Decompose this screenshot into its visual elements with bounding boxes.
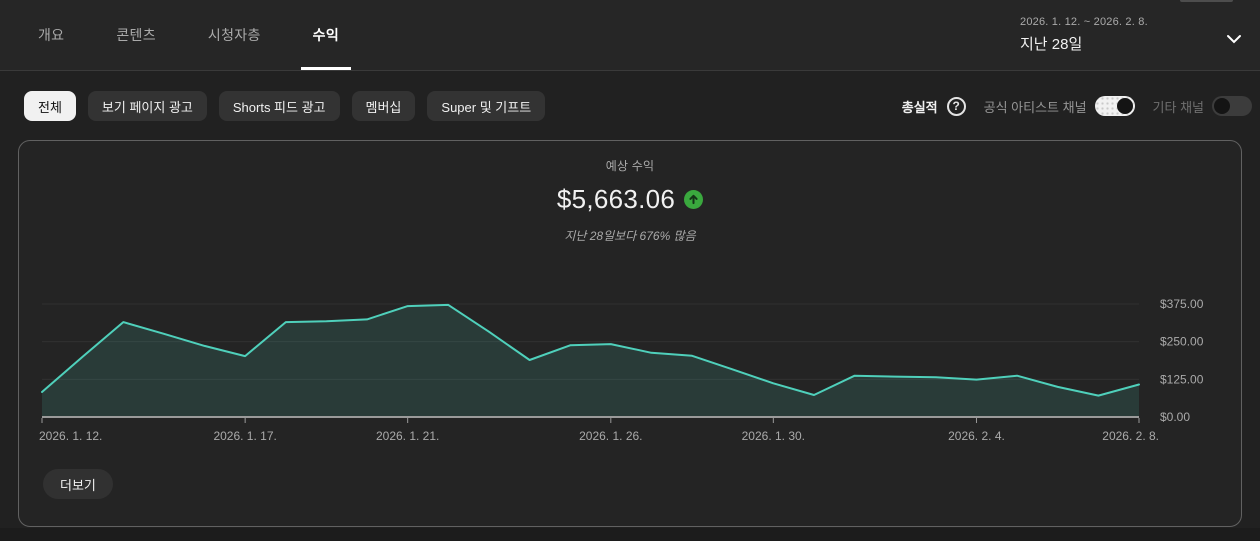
x-axis-label: 2026. 2. 4.	[948, 429, 1005, 443]
chip-memberships[interactable]: 멤버십	[351, 91, 416, 121]
bottom-strip	[0, 528, 1260, 541]
toggle-switch-official-artist-channel[interactable]	[1094, 96, 1135, 116]
metric-value: $5,663.06	[556, 184, 676, 214]
tab-overview[interactable]: 개요	[38, 26, 65, 43]
revenue-area-chart[interactable]: $375.00 $250.00 $125.00 $0.00 2026. 1. 12. 20…	[19, 251, 1241, 451]
clipped-button-edge	[1180, 0, 1233, 2]
toggle-switch-other-channels[interactable]	[1212, 96, 1252, 116]
chip-super-gifts[interactable]: Super 및 기프트	[427, 91, 546, 121]
see-more-button[interactable]: 더보기	[43, 469, 113, 499]
chart-area-fill	[42, 304, 1139, 417]
revenue-chart-card: 예상 수익 $5,663.06 지난 28일보다 676% 많음 $375.00…	[18, 140, 1242, 527]
toggle-label-official-artist-channel: 공식 아티스트 채널	[983, 99, 1087, 115]
toggle-knob	[1116, 98, 1133, 114]
x-axis-label: 2026. 1. 30.	[742, 429, 805, 443]
x-axis-label: 2026. 1. 17.	[213, 429, 276, 443]
toggle-label-other-channels: 기타 채널	[1152, 99, 1204, 115]
comparison-text: 지난 28일보다 676% 많음	[564, 229, 696, 243]
chip-all[interactable]: 전체	[24, 91, 76, 121]
top-navigation-bar: 개요 콘텐츠 시청자층 수익 2026. 1. 12. ~ 2026. 2. 8. 지…	[0, 0, 1260, 71]
chevron-down-icon[interactable]	[1224, 29, 1244, 49]
chip-watch-page-ads[interactable]: 보기 페이지 광고	[87, 91, 207, 121]
y-axis-label: $0.00	[1160, 410, 1190, 424]
tab-revenue[interactable]: 수익	[300, 0, 352, 70]
chip-shorts-feed-ads[interactable]: Shorts 피드 광고	[218, 91, 340, 121]
filter-bar: 전체 보기 페이지 광고 Shorts 피드 광고 멤버십 Super 및 기프트 총실…	[0, 72, 1260, 138]
metric-summary: 예상 수익 $5,663.06 지난 28일보다 676% 많음	[19, 157, 1241, 244]
x-axis-label: 2026. 1. 21.	[376, 429, 439, 443]
date-period-text: 지난 28일	[1020, 36, 1083, 53]
trend-up-icon	[684, 190, 704, 209]
x-axis-label: 2026. 1. 26.	[579, 429, 642, 443]
tab-content[interactable]: 콘텐츠	[116, 26, 156, 43]
analytics-tabs: 개요 콘텐츠 시청자층 수익	[26, 0, 379, 70]
revenue-source-chips: 전체 보기 페이지 광고 Shorts 피드 광고 멤버십 Super 및 기프트	[24, 91, 546, 121]
metric-title: 예상 수익	[605, 159, 655, 173]
tab-audience[interactable]: 시청자층	[207, 26, 261, 43]
channel-controls: 총실적 ? 공식 아티스트 채널 기타 채널	[902, 91, 1252, 121]
toggle-knob	[1214, 98, 1230, 114]
toggle-group-other-channels: 기타 채널	[1153, 96, 1252, 116]
y-axis-label: $125.00	[1160, 372, 1204, 386]
y-axis-label: $250.00	[1160, 335, 1204, 349]
gross-metric-label: 총실적	[901, 99, 938, 115]
y-axis-label: $375.00	[1160, 297, 1204, 311]
toggle-group-official-artist-channel: 공식 아티스트 채널	[984, 96, 1135, 116]
x-axis-label: 2026. 1. 12.	[39, 429, 102, 443]
chart-line	[41, 303, 1140, 397]
date-range-selector[interactable]: 2026. 1. 12. ~ 2026. 2. 8. 지난 28일	[1020, 16, 1148, 54]
date-range-text: 2026. 1. 12. ~ 2026. 2. 8.	[1020, 16, 1148, 28]
help-icon[interactable]: ?	[946, 96, 966, 116]
x-axis-label: 2026. 2. 8.	[1102, 429, 1159, 443]
